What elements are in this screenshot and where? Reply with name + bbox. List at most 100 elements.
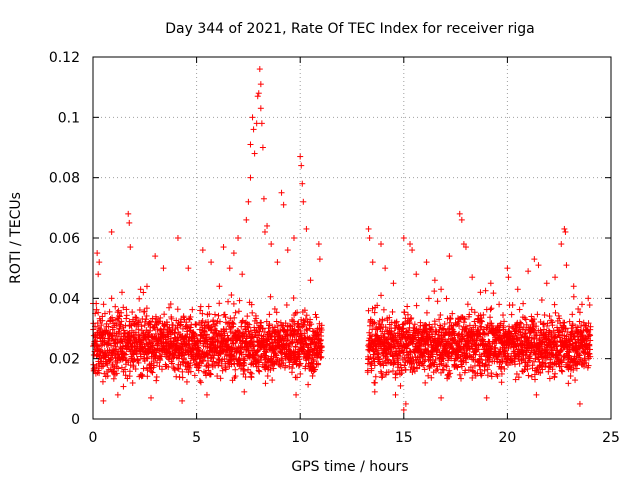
data-point bbox=[105, 323, 112, 330]
data-point bbox=[143, 283, 150, 290]
data-point bbox=[185, 341, 192, 348]
x-tick-label: 20 bbox=[498, 430, 516, 446]
data-point bbox=[514, 286, 521, 293]
data-point bbox=[158, 353, 165, 360]
data-point bbox=[259, 144, 266, 151]
y-tick-label: 0.02 bbox=[49, 352, 80, 368]
data-point bbox=[204, 338, 211, 345]
data-point bbox=[127, 244, 134, 251]
data-point bbox=[123, 312, 130, 319]
data-point bbox=[156, 363, 163, 370]
data-point bbox=[413, 271, 420, 278]
data-point bbox=[296, 361, 303, 368]
data-point bbox=[482, 287, 489, 294]
data-point bbox=[563, 262, 570, 269]
data-point bbox=[378, 374, 385, 381]
data-point bbox=[256, 66, 263, 73]
data-point bbox=[498, 379, 505, 386]
data-point bbox=[290, 235, 297, 241]
data-point bbox=[216, 300, 223, 307]
data-point bbox=[255, 90, 262, 97]
data-point bbox=[431, 277, 438, 284]
data-point bbox=[136, 306, 143, 313]
data-point bbox=[140, 365, 147, 372]
data-point bbox=[283, 301, 290, 308]
data-point bbox=[561, 319, 568, 326]
data-point bbox=[525, 268, 532, 275]
data-point bbox=[220, 244, 227, 251]
data-point bbox=[490, 290, 497, 297]
data-point bbox=[378, 292, 385, 299]
data-point bbox=[166, 304, 173, 311]
data-point bbox=[216, 283, 223, 290]
data-point bbox=[487, 280, 494, 287]
data-point bbox=[377, 368, 384, 375]
data-point bbox=[504, 265, 511, 272]
data-point bbox=[404, 303, 411, 310]
data-point bbox=[552, 309, 559, 316]
data-point bbox=[149, 339, 156, 346]
data-point bbox=[244, 313, 251, 320]
data-point bbox=[407, 241, 414, 248]
data-point bbox=[487, 314, 494, 321]
data-point bbox=[100, 301, 107, 308]
data-point bbox=[219, 367, 226, 374]
data-point bbox=[214, 373, 221, 380]
data-point bbox=[447, 316, 454, 323]
data-point bbox=[443, 295, 450, 302]
data-point bbox=[195, 345, 202, 352]
data-point bbox=[369, 259, 376, 266]
data-point bbox=[572, 377, 579, 384]
data-point bbox=[225, 298, 232, 305]
data-point bbox=[197, 303, 204, 310]
data-point bbox=[98, 322, 105, 329]
data-point bbox=[205, 362, 212, 369]
data-point bbox=[400, 235, 407, 241]
data-point bbox=[120, 304, 127, 311]
data-point bbox=[160, 265, 167, 272]
data-point bbox=[567, 372, 574, 379]
data-point bbox=[551, 301, 558, 308]
data-point bbox=[273, 318, 280, 325]
data-point bbox=[161, 311, 168, 318]
data-point bbox=[197, 379, 204, 386]
data-point bbox=[113, 370, 120, 377]
data-point bbox=[186, 316, 193, 323]
data-point bbox=[378, 241, 385, 248]
data-point bbox=[264, 222, 271, 229]
data-point bbox=[158, 366, 165, 373]
data-point bbox=[508, 311, 515, 318]
data-point bbox=[112, 303, 119, 310]
data-point bbox=[135, 359, 142, 366]
data-point bbox=[365, 225, 372, 232]
data-point bbox=[552, 274, 559, 281]
data-point bbox=[570, 293, 577, 300]
data-point bbox=[148, 394, 155, 401]
data-point bbox=[423, 259, 430, 266]
y-tick-label: 0 bbox=[71, 412, 80, 428]
data-point bbox=[168, 315, 175, 322]
y-axis-label: ROTI / TECUs bbox=[8, 192, 24, 284]
data-point bbox=[289, 365, 296, 372]
data-point bbox=[543, 280, 550, 287]
data-point bbox=[211, 311, 218, 318]
data-point bbox=[203, 391, 210, 398]
data-point bbox=[312, 311, 319, 318]
data-point bbox=[278, 189, 285, 196]
data-point bbox=[179, 368, 186, 375]
data-point bbox=[559, 368, 566, 375]
data-point bbox=[520, 300, 527, 307]
data-point bbox=[143, 312, 150, 319]
data-point bbox=[167, 301, 174, 308]
x-tick-label: 25 bbox=[602, 430, 620, 446]
data-point bbox=[215, 312, 222, 319]
data-point bbox=[298, 162, 305, 169]
data-point bbox=[204, 357, 211, 364]
data-point bbox=[400, 406, 407, 413]
data-point bbox=[141, 308, 148, 315]
data-point bbox=[245, 198, 252, 205]
data-point bbox=[409, 247, 416, 254]
data-point bbox=[258, 319, 265, 326]
data-point bbox=[183, 378, 190, 385]
data-point bbox=[107, 357, 114, 364]
